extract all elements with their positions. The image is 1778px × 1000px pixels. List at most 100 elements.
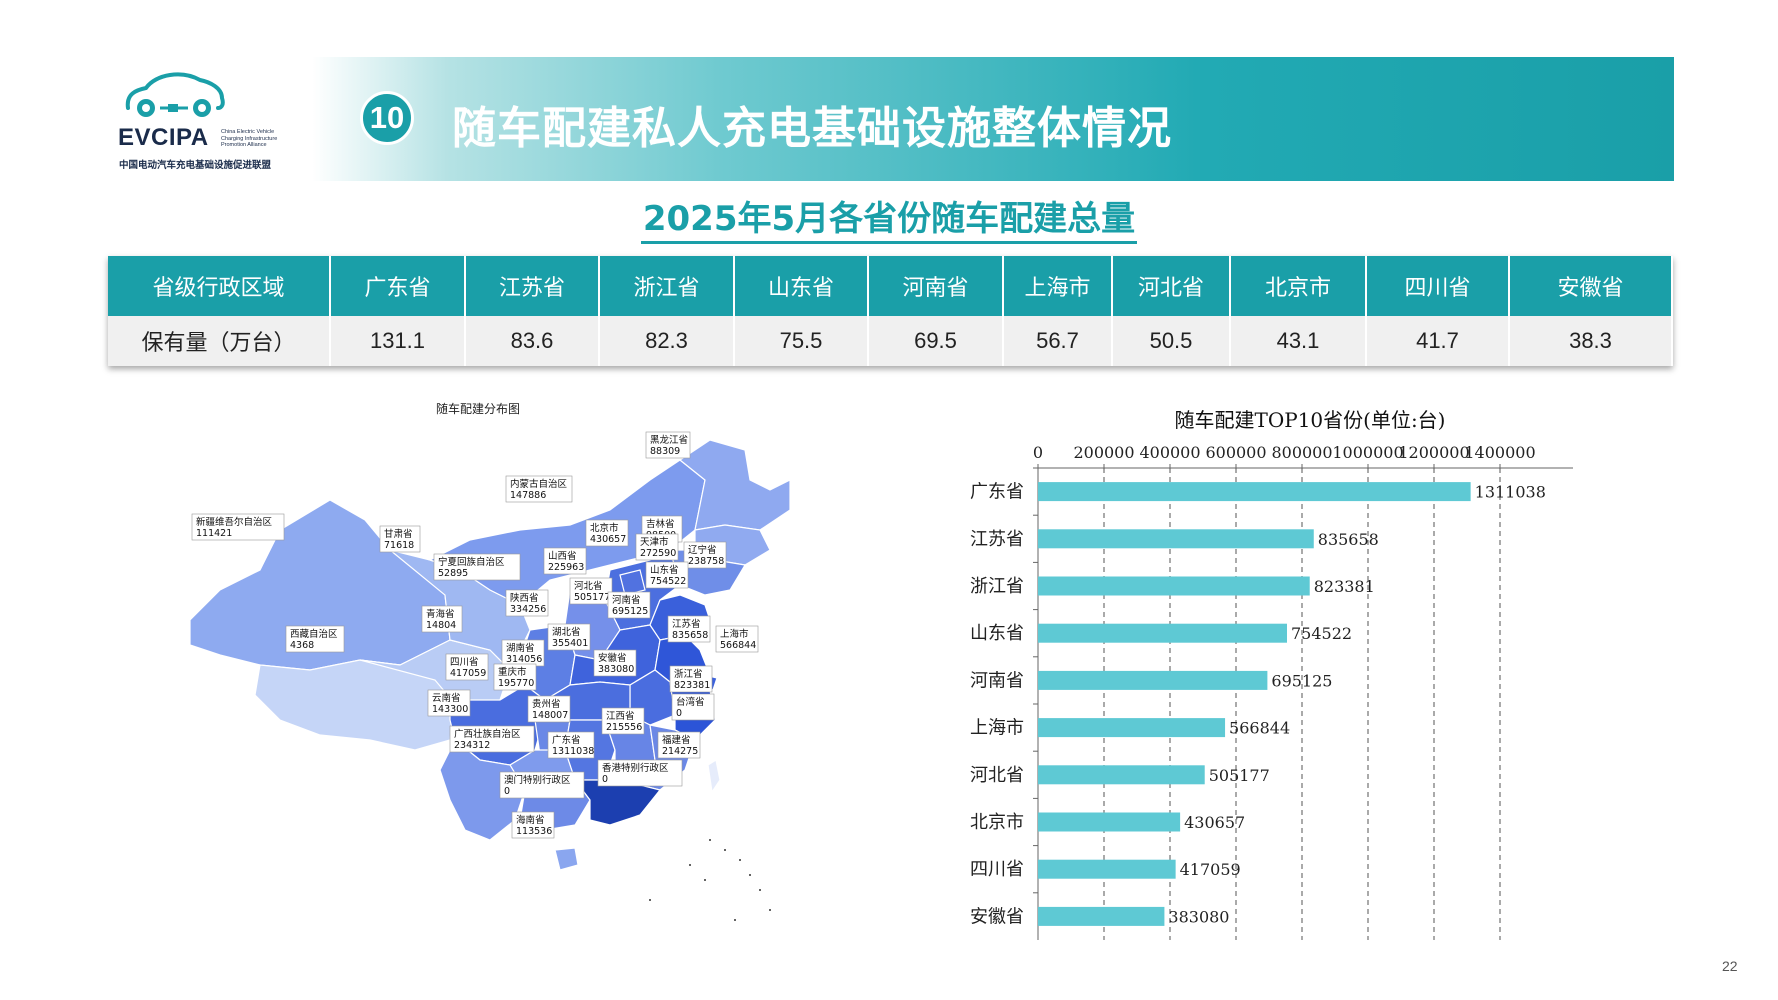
table-header-cell: 上海市: [1003, 256, 1113, 316]
map-title: 随车配建分布图: [436, 402, 521, 416]
province-stock-table: 省级行政区域 广东省 江苏省 浙江省 山东省 河南省 上海市 河北省 北京市 四…: [108, 256, 1673, 366]
y-category-label: 四川省: [970, 859, 1024, 880]
section-number-badge: 10: [360, 91, 414, 145]
map-label-value: 695125: [612, 606, 648, 617]
map-label-value: 4368: [290, 640, 314, 651]
page-number: 22: [1722, 958, 1738, 974]
bar-value-label: 823381: [1314, 577, 1375, 596]
map-label-value: 52895: [438, 568, 468, 579]
map-regions: [189, 439, 791, 871]
table-header-row: 省级行政区域 广东省 江苏省 浙江省 山东省 河南省 上海市 河北省 北京市 四…: [108, 256, 1673, 316]
bar: [1038, 482, 1471, 502]
title-banner: [312, 57, 1674, 181]
map-label-name: 吉林省: [646, 518, 675, 530]
top10-bar-chart: 0 200000 400000 600000 800000 100000012000001…: [970, 443, 1573, 940]
y-category-label: 北京市: [970, 812, 1024, 833]
table-cell: 75.5: [734, 316, 869, 366]
map-label-name: 海南省: [516, 814, 545, 826]
y-category-label: 河北省: [970, 765, 1024, 786]
map-label-name: 山东省: [650, 564, 679, 576]
map-label-value: 225963: [548, 562, 584, 573]
region-yunnan: [439, 739, 526, 841]
map-label-name: 甘肃省: [384, 528, 413, 540]
map-label-name: 云南省: [432, 692, 461, 704]
x-tick-label: 1000000: [1332, 443, 1403, 462]
map-label-value: 334256: [510, 604, 546, 615]
map-label-name: 湖南省: [506, 642, 535, 654]
map-label-name: 陕西省: [510, 592, 539, 604]
map-label-value: 754522: [650, 576, 686, 587]
section-subtitle-text: 2025年5月各省份随车配建总量: [640, 199, 1138, 244]
car-logo-icon: [125, 72, 225, 117]
table-cell: 131.1: [330, 316, 466, 366]
map-label-value: 272590: [640, 548, 676, 559]
map-label-value: 355401: [552, 638, 588, 649]
chart-title: 随车配建TOP10省份(单位:台): [1174, 408, 1446, 432]
x-tick-label: 400000: [1139, 443, 1200, 462]
map-label-value: 148007: [532, 710, 568, 721]
logo-chinese-name: 中国电动汽车充电基础设施促进联盟: [119, 160, 272, 171]
bar-value-label: 505177: [1209, 766, 1270, 785]
map-label-value: 238758: [688, 556, 724, 567]
bar-value-label: 417059: [1180, 860, 1241, 879]
map-label-name: 河北省: [574, 580, 603, 592]
map-label-value: 383080: [598, 664, 634, 675]
map-label-name: 新疆维吾尔自治区: [196, 516, 273, 528]
table-cell: 50.5: [1112, 316, 1231, 366]
map-label-name: 西藏自治区: [290, 628, 338, 640]
x-tick-label: 600000: [1205, 443, 1266, 462]
map-label-name: 江苏省: [672, 618, 701, 630]
map-label-name: 广东省: [552, 734, 581, 746]
map-label-value: 113536: [516, 826, 552, 837]
map-label-value: 823381: [674, 680, 710, 691]
map-label-name: 广西壮族自治区: [454, 728, 521, 740]
x-tick-label: 0: [1033, 443, 1043, 462]
map-label-name: 澳门特别行政区: [504, 774, 571, 786]
map-label-name: 青海省: [426, 608, 455, 620]
table-header-cell: 山东省: [734, 256, 869, 316]
section-subtitle: 2025年5月各省份随车配建总量: [0, 191, 1778, 244]
table-cell: 83.6: [465, 316, 600, 366]
table-cell: 43.1: [1230, 316, 1367, 366]
map-label-value: 88309: [650, 446, 680, 457]
map-label-value: 147886: [510, 490, 546, 501]
region-taiwan: [707, 759, 721, 794]
map-label-name: 福建省: [662, 734, 691, 746]
bar-value-label: 695125: [1271, 671, 1332, 690]
bar-value-label: 835658: [1318, 530, 1379, 549]
table-header-cell: 河北省: [1112, 256, 1231, 316]
map-label-name: 天津市: [640, 536, 669, 548]
bar-value-label: 1311038: [1475, 483, 1546, 502]
y-category-label: 广东省: [970, 482, 1024, 503]
map-label-value: 14804: [426, 620, 456, 631]
table-row: 保有量（万台） 131.1 83.6 82.3 75.5 69.5 56.7 5…: [108, 316, 1673, 366]
y-category-label: 河南省: [970, 670, 1024, 691]
map-label-value: 505177: [574, 592, 610, 603]
bar: [1038, 670, 1268, 690]
bar-value-label: 430657: [1184, 813, 1245, 832]
y-category-label: 浙江省: [970, 576, 1024, 597]
region-heilongjiang: [678, 439, 791, 531]
table-cell: 69.5: [868, 316, 1004, 366]
map-label-value: 0: [504, 786, 510, 797]
y-category-label: 上海市: [970, 718, 1024, 739]
table-header-cell: 江苏省: [465, 256, 600, 316]
